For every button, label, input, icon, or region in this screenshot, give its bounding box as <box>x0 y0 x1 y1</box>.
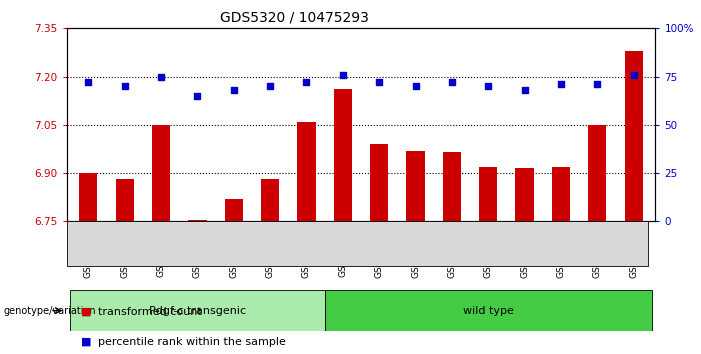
Point <box>156 74 167 79</box>
Bar <box>116 179 134 221</box>
Text: transformed count: transformed count <box>98 307 202 317</box>
Bar <box>70 290 325 331</box>
Point <box>192 93 203 99</box>
Text: ■: ■ <box>81 337 91 347</box>
Text: wild type: wild type <box>463 306 514 316</box>
Text: percentile rank within the sample: percentile rank within the sample <box>98 337 286 347</box>
Bar <box>552 167 570 221</box>
Bar <box>479 167 497 221</box>
Bar <box>334 90 352 221</box>
Bar <box>370 144 388 221</box>
Bar <box>189 219 207 221</box>
Bar <box>261 179 279 221</box>
Point <box>447 80 458 85</box>
Bar <box>515 168 533 221</box>
Bar <box>625 51 643 221</box>
Bar <box>67 221 648 266</box>
Point <box>301 80 312 85</box>
Text: GDS5320 / 10475293: GDS5320 / 10475293 <box>220 11 369 25</box>
Bar <box>325 290 652 331</box>
Point <box>410 84 421 89</box>
Point <box>519 87 530 93</box>
Point <box>592 81 603 87</box>
Bar <box>407 150 425 221</box>
Bar <box>152 125 170 221</box>
Point <box>119 84 130 89</box>
Text: ■: ■ <box>81 307 91 317</box>
Bar <box>297 121 315 221</box>
Point <box>229 87 240 93</box>
Point <box>555 81 566 87</box>
Bar <box>588 125 606 221</box>
Point <box>337 72 348 78</box>
Point <box>628 72 639 78</box>
Point <box>374 80 385 85</box>
Bar <box>79 173 97 221</box>
Point <box>264 84 275 89</box>
Bar <box>225 199 243 221</box>
Point <box>83 80 94 85</box>
Point <box>482 84 494 89</box>
Bar <box>443 152 461 221</box>
Text: Pdgf-c transgenic: Pdgf-c transgenic <box>149 306 246 316</box>
Text: genotype/variation: genotype/variation <box>4 306 96 316</box>
